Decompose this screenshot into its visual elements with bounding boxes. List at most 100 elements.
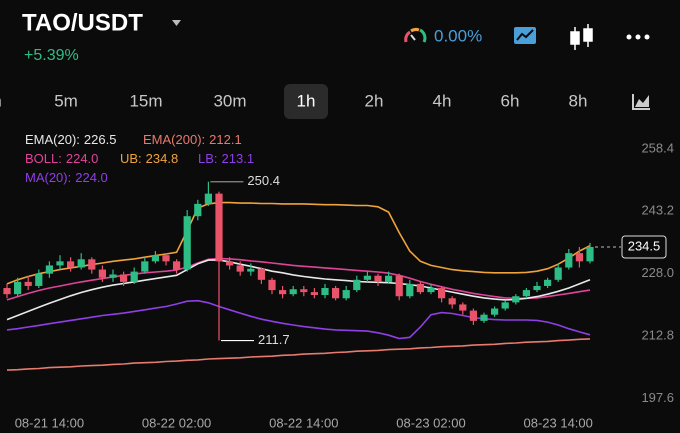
candle-body <box>3 288 11 295</box>
candle-body <box>120 274 128 282</box>
candle-body <box>268 279 276 291</box>
legend-entry: EMA(20): 226.5 <box>25 132 116 147</box>
candle-body <box>289 289 297 295</box>
timeframe-tabs: 1m 5m 15m 30m 1h 2h 4h 6h 8h <box>0 84 587 119</box>
last-price-box <box>621 235 667 259</box>
candle-body <box>565 253 573 268</box>
candle-body <box>385 275 393 282</box>
candle-body <box>395 275 403 297</box>
candle-body <box>300 289 308 293</box>
y-tick-label: 212.8 <box>641 327 674 342</box>
chart: 258.4 243.2 228.0 212.8 197.6 08-21 14:00 08-2… <box>3 132 674 430</box>
chart-mode-icon[interactable] <box>514 27 536 44</box>
rate: 0.00% <box>434 26 482 45</box>
candle-body <box>226 261 234 266</box>
candle-body <box>491 308 499 315</box>
candle-body <box>151 255 159 262</box>
candle-body <box>130 271 138 282</box>
candle-body <box>406 283 414 297</box>
legend-value: 234.8 <box>146 151 179 166</box>
candle-body <box>374 275 382 282</box>
timeframe-tab[interactable]: 1m <box>0 91 2 110</box>
indicator-line <box>6 259 591 321</box>
indicator-line <box>6 257 591 301</box>
candle-body <box>438 288 446 299</box>
candle-body <box>353 279 361 291</box>
legend-value: 226.5 <box>84 132 117 147</box>
tab-highlight <box>284 84 328 119</box>
candle-body <box>45 265 53 274</box>
timeframe-tab[interactable]: 5m <box>54 91 78 110</box>
candle-body <box>183 216 191 270</box>
candle-body <box>236 265 244 272</box>
price-change: +5.39% <box>24 47 79 64</box>
candle-body <box>88 259 96 270</box>
legend-name: MA(20): <box>25 170 71 185</box>
candle-body <box>310 292 318 295</box>
x-tick-label: 08-22 14:00 <box>269 415 338 430</box>
candle-body <box>321 288 329 295</box>
legend-name: EMA(20): <box>25 132 80 147</box>
candle-body <box>469 310 477 321</box>
candle-body <box>98 269 106 278</box>
timeframe-tab[interactable]: 15m <box>129 91 162 110</box>
candle-body <box>332 288 340 299</box>
candle-body <box>141 261 149 272</box>
annotation-label: 250.4 <box>247 173 280 188</box>
candle-body <box>204 193 212 204</box>
indicator-line <box>6 299 591 340</box>
candle-body <box>67 261 75 268</box>
legend-value: 212.1 <box>209 132 242 147</box>
more-icon[interactable] <box>626 34 650 40</box>
timeframe-tab[interactable]: 1h <box>297 91 316 110</box>
candle-body <box>257 268 265 280</box>
indicator-line <box>6 338 591 371</box>
candle-body <box>416 283 424 293</box>
timeframe-tab[interactable]: 4h <box>433 91 452 110</box>
timeframe-tab[interactable]: 6h <box>501 91 520 110</box>
legend-value: 224.0 <box>75 170 108 185</box>
y-tick-label: 258.4 <box>641 140 674 155</box>
candle-body <box>173 261 181 270</box>
gauge-icon[interactable] <box>404 28 427 43</box>
timeframe-tab[interactable]: 2h <box>365 91 384 110</box>
candle-body <box>586 246 594 262</box>
x-tick-label: 08-21 14:00 <box>15 415 84 430</box>
candle-body <box>459 304 467 311</box>
y-tick-label: 197.6 <box>641 390 674 405</box>
candle-body <box>544 279 552 286</box>
candle-body <box>480 314 488 321</box>
candle-icon[interactable] <box>570 24 593 50</box>
legend-entry: BOLL: 224.0 <box>25 151 98 166</box>
timeframe-tab[interactable]: 30m <box>213 91 246 110</box>
candle-body <box>194 203 202 217</box>
indicator-icon[interactable] <box>632 94 650 110</box>
candle-body <box>162 255 170 262</box>
candle-body <box>533 285 541 291</box>
candle-body <box>512 296 520 303</box>
timeframe-tab[interactable]: 8h <box>569 91 588 110</box>
candle-body <box>554 267 562 280</box>
symbol[interactable]: TAO/USDT <box>22 9 143 36</box>
legend-value: 213.1 <box>222 151 255 166</box>
candle-body <box>575 253 583 262</box>
legend-entry: LB: 213.1 <box>198 151 254 166</box>
candle-body <box>522 290 530 297</box>
candle-body <box>247 268 255 272</box>
candle-body <box>342 290 350 299</box>
dropdown-icon[interactable] <box>172 20 181 26</box>
x-tick-label: 08-23 14:00 <box>523 415 592 430</box>
legend-entry: MA(20): 224.0 <box>25 170 108 185</box>
legend-entry: EMA(200): 212.1 <box>143 132 242 147</box>
candle-body <box>427 288 435 293</box>
candle-body <box>501 302 509 309</box>
x-tick-label: 08-23 02:00 <box>396 415 465 430</box>
candle-body <box>109 274 117 278</box>
candle-body <box>24 281 32 286</box>
legend-name: BOLL: <box>25 151 62 166</box>
legend-entry: UB: 234.8 <box>120 151 178 166</box>
y-tick-label: 228.0 <box>641 265 674 280</box>
legend-value: 224.0 <box>66 151 99 166</box>
